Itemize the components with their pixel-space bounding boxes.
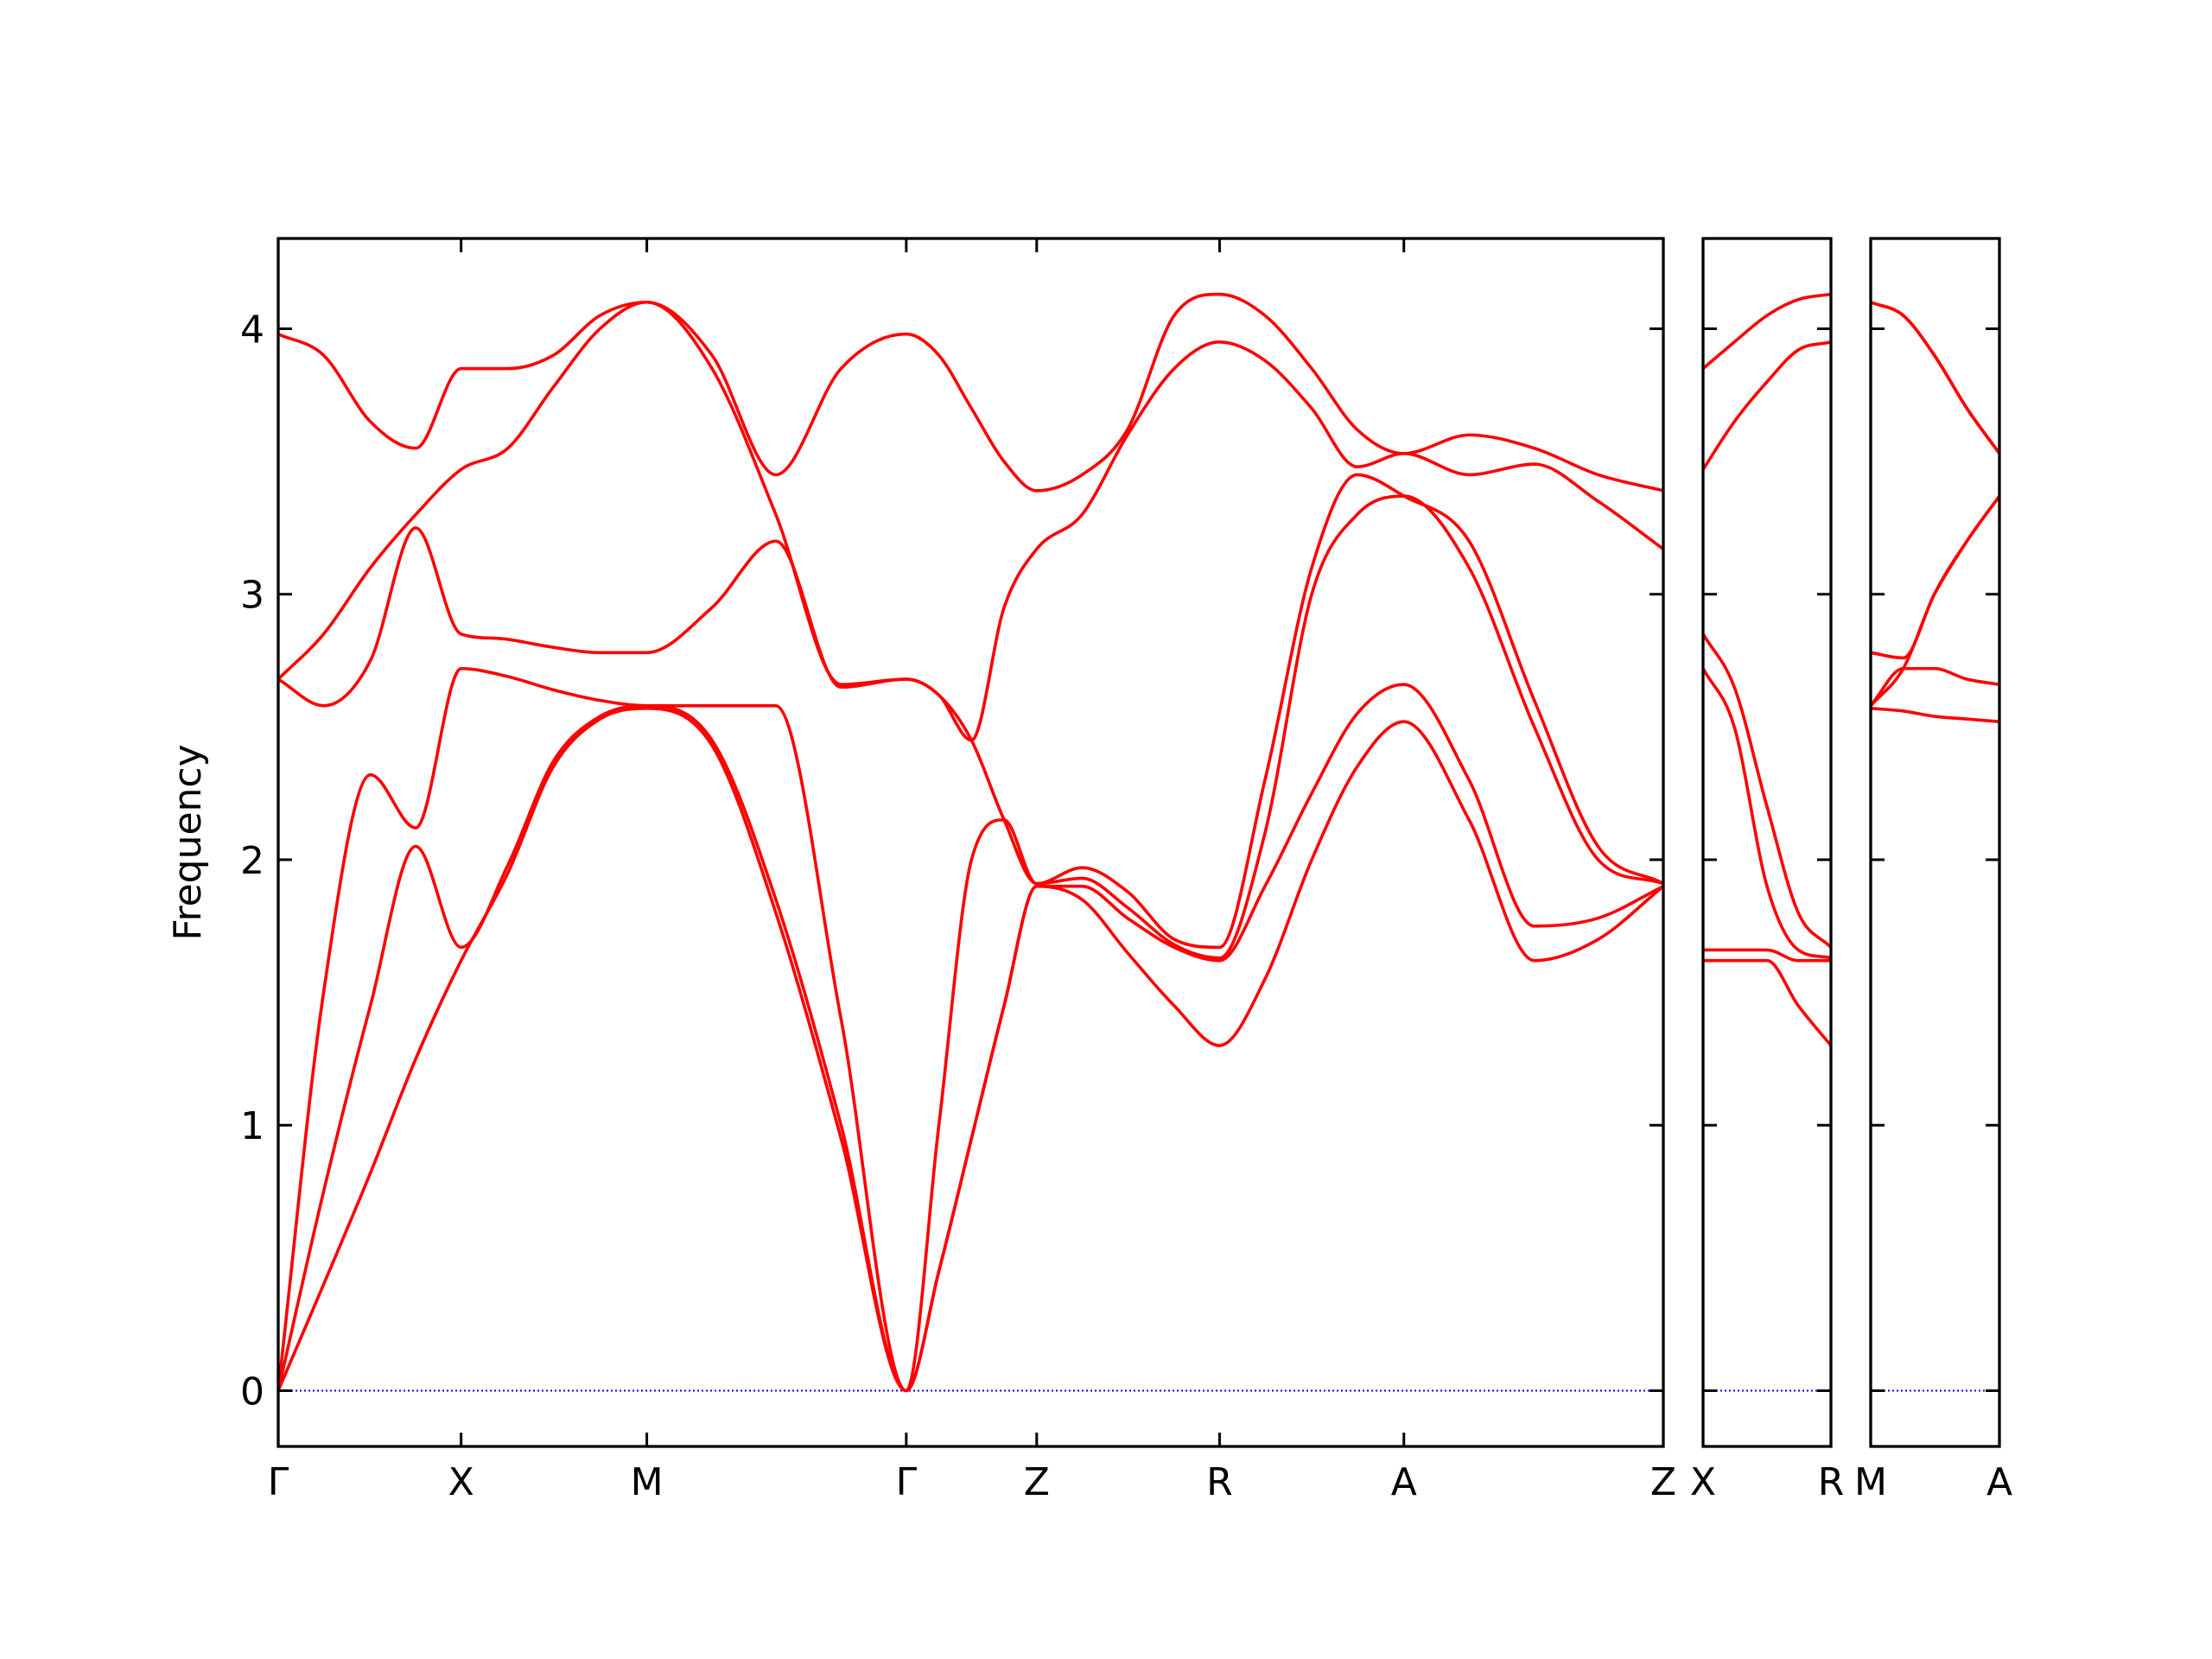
band-line: [1870, 301, 2001, 454]
band-line: [1703, 948, 1831, 963]
band-line: [1869, 666, 2000, 707]
band-line: [276, 300, 1665, 742]
y-tick-label: 0: [240, 1370, 264, 1414]
x-tick-label: M: [631, 1460, 664, 1504]
band-line: [277, 473, 1664, 950]
x-tick-label: X: [448, 1460, 474, 1504]
x-tick-label: M: [1854, 1460, 1887, 1504]
band-line: [276, 494, 1664, 1393]
x-tick-label: A: [1391, 1460, 1417, 1504]
band-line: [1703, 958, 1833, 1047]
x-tick-label: R: [1206, 1460, 1233, 1504]
axes-frame: [1869, 237, 2001, 1448]
band-line: [277, 292, 1664, 493]
x-tick-label: A: [1986, 1460, 2012, 1504]
band-line: [1870, 707, 2000, 723]
band-line: [1701, 632, 1833, 949]
band-line: [1869, 494, 2001, 707]
x-tick-label: Z: [1024, 1460, 1050, 1504]
x-tick-label: X: [1690, 1460, 1716, 1504]
band-line: [1701, 340, 1832, 471]
band-line: [1701, 292, 1832, 370]
y-tick-label: 2: [240, 839, 264, 883]
x-tick-label: R: [1818, 1460, 1845, 1504]
band-line: [1870, 301, 2001, 454]
axes-frame: [276, 237, 1665, 1448]
y-tick-label: 3: [240, 574, 264, 618]
y-tick-label: 1: [240, 1104, 264, 1148]
y-tick-label: 4: [240, 308, 264, 352]
band-line: [276, 707, 1665, 1393]
band-line: [1701, 667, 1832, 960]
x-tick-label: Γ: [268, 1460, 289, 1504]
band-line: [276, 683, 1664, 1393]
x-tick-label: Z: [1650, 1460, 1676, 1504]
band-line: [1870, 494, 2001, 660]
x-tick-label: Γ: [896, 1460, 918, 1504]
y-axis-label: Frequency: [166, 744, 210, 940]
axes-frame: [1701, 237, 1833, 1448]
